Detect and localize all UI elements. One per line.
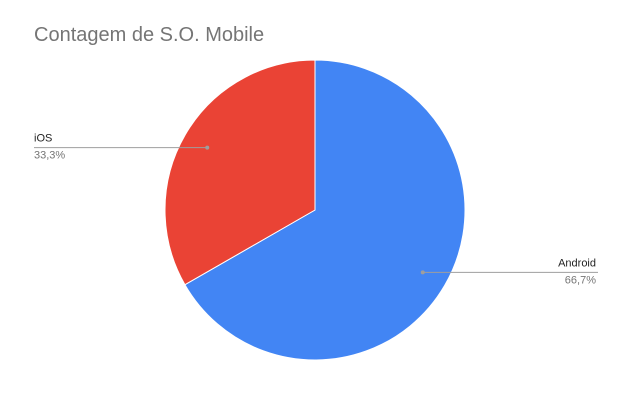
- slice-label-android: Android: [558, 257, 596, 269]
- pie-slice-ios[interactable]: [164, 59, 316, 286]
- chart-title: Contagem de S.O. Mobile: [34, 24, 265, 46]
- slice-label-ios: iOS: [34, 133, 52, 145]
- slice-value-label-android: 66,7%: [565, 274, 596, 286]
- slice-value-label-ios: 33,3%: [34, 150, 65, 162]
- pie-slice-android[interactable]: [184, 59, 466, 361]
